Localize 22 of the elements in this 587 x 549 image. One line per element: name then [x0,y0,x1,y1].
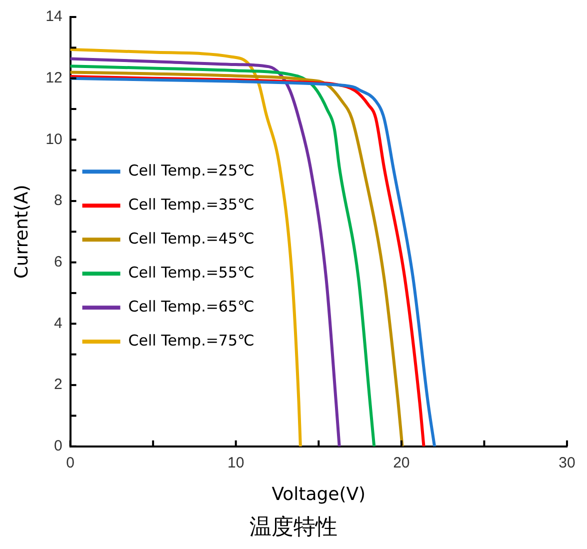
legend-label: Cell Temp.=45℃ [128,229,254,248]
legend-label: Cell Temp.=55℃ [128,263,254,282]
y-tick-label: 14 [46,8,62,26]
legend-label: Cell Temp.=25℃ [128,161,254,180]
y-tick-label: 8 [54,192,62,210]
y-tick-label: 4 [54,314,62,332]
y-tick-label: 6 [54,254,62,271]
legend-label: Cell Temp.=35℃ [128,195,254,214]
x-tick-label: 30 [558,454,576,472]
x-axis-title: Voltage(V) [272,484,366,505]
y-tick-label: 12 [46,69,62,86]
x-tick-label: 20 [393,454,410,472]
legend-label: Cell Temp.=65℃ [128,297,254,316]
legend-label: Cell Temp.=75℃ [128,331,254,350]
y-tick-label: 0 [54,438,62,455]
y-tick-label: 2 [54,376,62,394]
x-tick-label: 0 [66,454,74,472]
line-series [70,48,302,446]
y-tick-label: 10 [46,130,62,148]
text: 温度特性 [248,514,338,542]
x-tick-label: 10 [228,454,244,472]
y-axis-title: Current(A) [11,184,32,279]
